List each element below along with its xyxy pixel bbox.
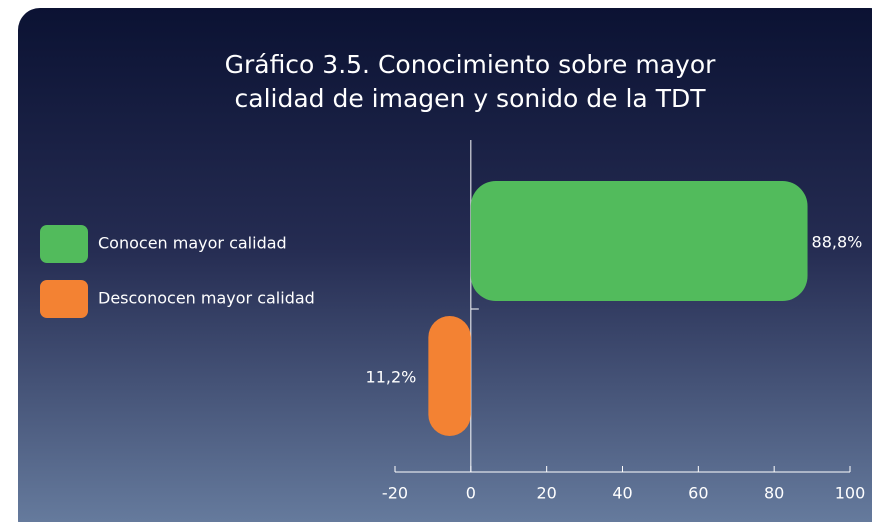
- x-tick-label: 40: [612, 484, 632, 503]
- legend-label: Desconocen mayor calidad: [98, 289, 315, 308]
- chart-title: Gráfico 3.5. Conocimiento sobre mayor: [225, 50, 717, 79]
- chart-title: calidad de imagen y sonido de la TDT: [235, 84, 707, 113]
- legend-swatch: [40, 225, 88, 263]
- legend-label: Conocen mayor calidad: [98, 234, 287, 253]
- value-label: 11,2%: [366, 368, 417, 387]
- x-tick-label: 100: [835, 484, 866, 503]
- bar: [470, 181, 808, 301]
- bar: [428, 316, 471, 436]
- x-tick-label: 80: [764, 484, 784, 503]
- x-tick-label: 0: [466, 484, 476, 503]
- legend-swatch: [40, 280, 88, 318]
- x-tick-label: 60: [688, 484, 708, 503]
- x-tick-label: -20: [382, 484, 408, 503]
- value-label: 88,8%: [812, 233, 863, 252]
- panel: [18, 8, 872, 522]
- x-tick-label: 20: [536, 484, 556, 503]
